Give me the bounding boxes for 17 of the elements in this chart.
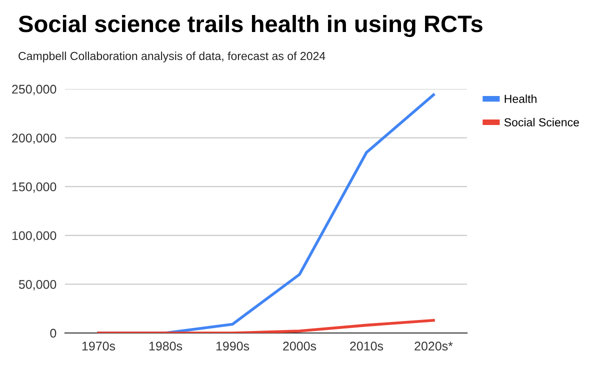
- x-tick-label: 2010s: [350, 342, 384, 351]
- x-tick-label: 1990s: [216, 342, 250, 351]
- legend-label: Health: [504, 94, 536, 103]
- x-tick-label: 2020s*: [414, 342, 453, 351]
- y-tick-label: 200,000: [12, 134, 56, 144]
- line-series: [97, 318, 435, 333]
- x-tick-label: 1980s: [149, 342, 182, 351]
- y-tick-label: 250,000: [12, 84, 56, 96]
- chart-subtitle: Campbell Collaboration analysis of data, forecast as of 2024: [18, 52, 326, 62]
- chart-title: Social science trails health in using RCTs: [18, 14, 482, 38]
- y-tick-label: 100,000: [12, 231, 56, 242]
- y-tick-label: 150,000: [12, 182, 56, 193]
- x-tick-label: 2000s: [283, 342, 316, 351]
- x-tick-label: 1970s: [82, 342, 116, 351]
- y-tick-label: 50,000: [18, 280, 56, 290]
- legend-label: Social Science: [504, 118, 579, 126]
- y-tick-label: 0: [50, 328, 56, 338]
